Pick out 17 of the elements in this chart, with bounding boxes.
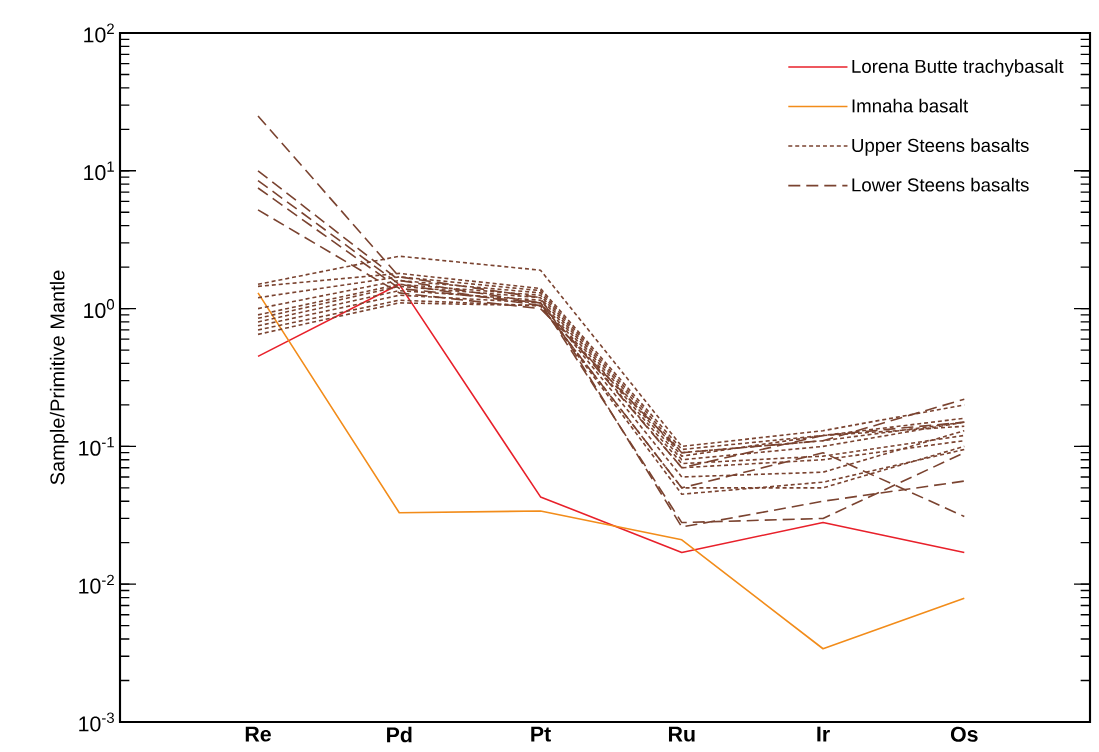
y-tick-label: 10$^{2}$: [84, 23, 114, 43]
legend-label: Upper Steens basalts: [852, 138, 1029, 156]
y-tick-label: 10$^{-1}$: [79, 436, 114, 456]
y-axis-title: Sample/Primitive Mantle: [49, 270, 69, 485]
x-tick-label: Pd: [387, 726, 412, 743]
x-tick-label: Os: [950, 726, 978, 742]
y-tick-label: 10$^{1}$: [84, 161, 114, 181]
y-tick-label: 10$^{-3}$: [79, 712, 114, 732]
x-tick-label: Ir: [817, 726, 830, 742]
legend-label: Lower Steens basalts: [852, 177, 1029, 192]
x-tick-label: Ru: [668, 726, 695, 742]
y-tick-label: 10$^{0}$: [84, 299, 115, 319]
x-tick-label: Pt: [531, 726, 551, 742]
legend-label: Imnaha basalt: [852, 98, 969, 113]
y-tick-label: 10$^{-2}$: [79, 574, 114, 594]
x-tick-label: Re: [245, 726, 271, 742]
legend-label: Lorena Butte trachybasalt: [852, 59, 1064, 77]
